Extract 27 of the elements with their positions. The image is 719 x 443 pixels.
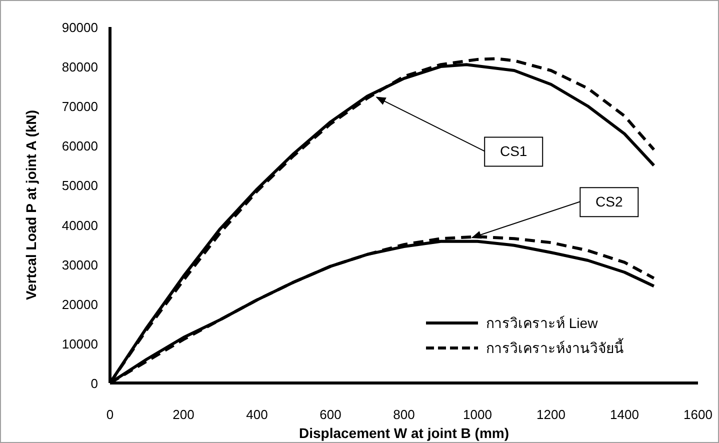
x-tick-label: 200 <box>172 407 194 422</box>
x-tick-label: 1400 <box>610 407 639 422</box>
y-tick-label: 70000 <box>62 99 98 114</box>
y-tick-label: 10000 <box>62 336 98 352</box>
y-tick-label: 30000 <box>62 257 98 272</box>
y-tick-label: 40000 <box>62 218 98 233</box>
annotation: CS2 <box>471 187 639 239</box>
legend-label: การวิเคราะห์ Liew <box>486 315 599 331</box>
y-tick-label: 0 <box>90 376 98 391</box>
legend-label: การวิเคราะห์งานวิจัยนี้ <box>486 338 624 356</box>
y-tick-label: 60000 <box>62 138 98 154</box>
y-tick-label: 80000 <box>62 60 98 75</box>
x-tick-label: 600 <box>320 407 342 422</box>
x-axis-title: Displacement W at joint B (mm) <box>298 425 510 441</box>
x-tick-label: 800 <box>393 407 415 422</box>
y-axis-title: Vertcal Load P at joint A (kN) <box>23 110 39 300</box>
y-tick-label: 90000 <box>62 20 98 35</box>
x-tick-label: 1600 <box>684 407 712 422</box>
annotation: CS2 <box>596 194 623 210</box>
x-tick-label: 400 <box>246 407 268 422</box>
y-tick-label: 20000 <box>62 296 98 312</box>
x-tick-label: 1000 <box>463 407 492 422</box>
x-tick-label: 0 <box>106 407 114 422</box>
y-tick-label: 50000 <box>62 178 98 194</box>
annotation: CS1 <box>500 143 528 160</box>
x-tick-label: 1200 <box>536 407 566 422</box>
annotation: CS1 <box>376 96 544 167</box>
